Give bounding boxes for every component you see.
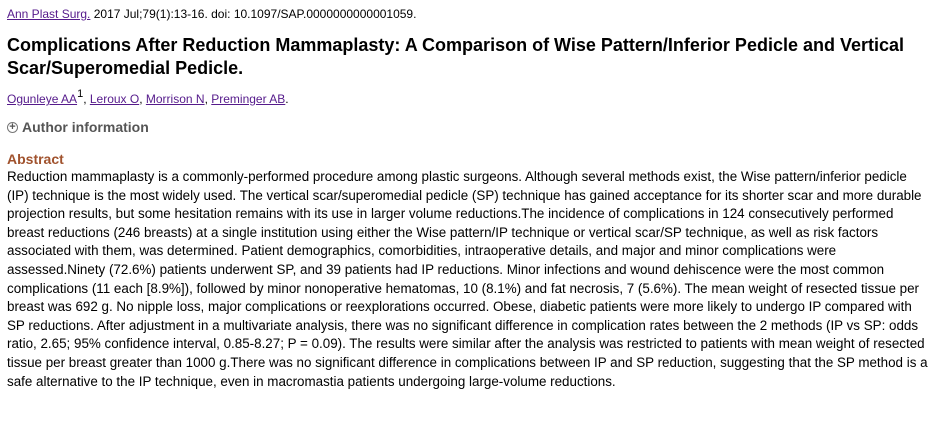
author-link[interactable]: Morrison N (145, 92, 205, 106)
journal-link[interactable]: Ann Plast Surg. (7, 7, 91, 21)
author-link[interactable]: Preminger AB (211, 92, 286, 106)
abstract-text: Reduction mammaplasty is a commonly-perf… (7, 169, 928, 389)
author-list: Ogunleye AA1, Leroux O, Morrison N, Prem… (7, 88, 289, 107)
author-affiliation-marker: 1 (77, 88, 84, 100)
citation-line: Ann Plast Surg. 2017 Jul;79(1):13-16. do… (7, 6, 936, 22)
article-title: Complications After Reduction Mammaplast… (7, 35, 905, 78)
author-link[interactable]: Leroux O (89, 92, 140, 106)
abstract-heading: Abstract (7, 151, 64, 167)
author-information-label: Author information (22, 119, 149, 135)
author-information-toggle[interactable]: + Author information (7, 118, 936, 136)
citation-details: 2017 Jul;79(1):13-16. doi: 10.1097/SAP.0… (90, 7, 417, 21)
plus-circle-icon: + (7, 121, 18, 133)
author-link[interactable]: Ogunleye AA (7, 92, 78, 106)
